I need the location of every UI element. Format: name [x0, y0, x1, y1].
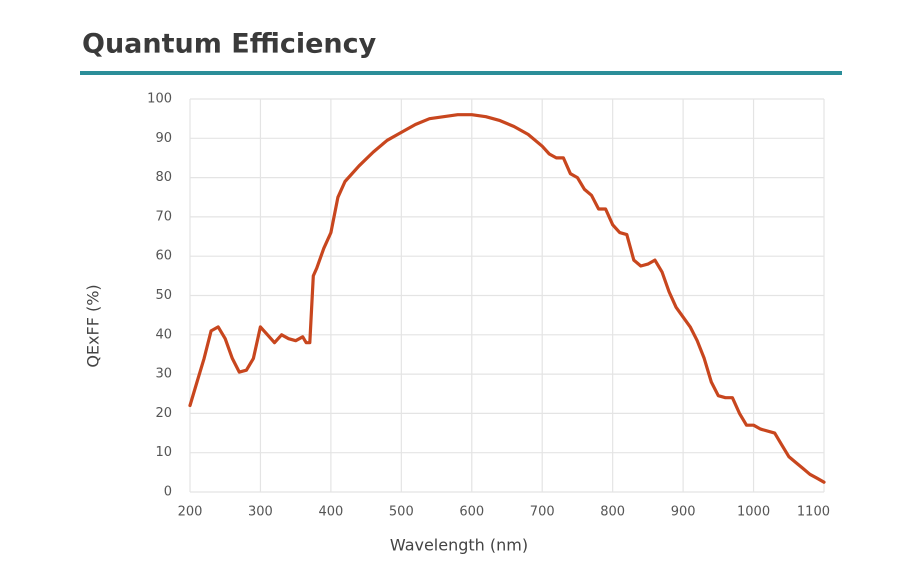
y-tick-label: 10	[155, 445, 172, 460]
y-tick-label: 80	[155, 170, 172, 185]
x-tick-label: 900	[671, 505, 696, 520]
y-axis-label: QExFF (%)	[84, 284, 103, 367]
x-tick-label: 200	[178, 505, 203, 520]
x-tick-label: 1000	[737, 505, 770, 520]
x-tick-label: 500	[389, 505, 414, 520]
y-tick-label: 40	[155, 327, 172, 342]
x-tick-label: 800	[600, 505, 625, 520]
y-tick-label: 30	[155, 367, 172, 382]
x-tick-label: 700	[530, 505, 555, 520]
y-tick-label: 20	[155, 406, 172, 421]
x-tick-label: 600	[459, 505, 484, 520]
y-tick-label: 90	[155, 131, 172, 146]
x-tick-label: 300	[248, 505, 273, 520]
x-tick-label: 400	[318, 505, 343, 520]
y-tick-label: 70	[155, 209, 172, 224]
qe-curve	[188, 113, 826, 484]
x-axis-label: Wavelength (nm)	[390, 536, 528, 555]
y-tick-label: 60	[155, 249, 172, 264]
y-tick-label: 50	[155, 288, 172, 303]
x-tick-label: 1100	[797, 505, 830, 520]
y-tick-label: 100	[147, 92, 172, 107]
chart-title: Quantum Efficiency	[82, 29, 377, 60]
y-tick-label: 0	[164, 485, 172, 500]
title-rule	[80, 71, 842, 75]
